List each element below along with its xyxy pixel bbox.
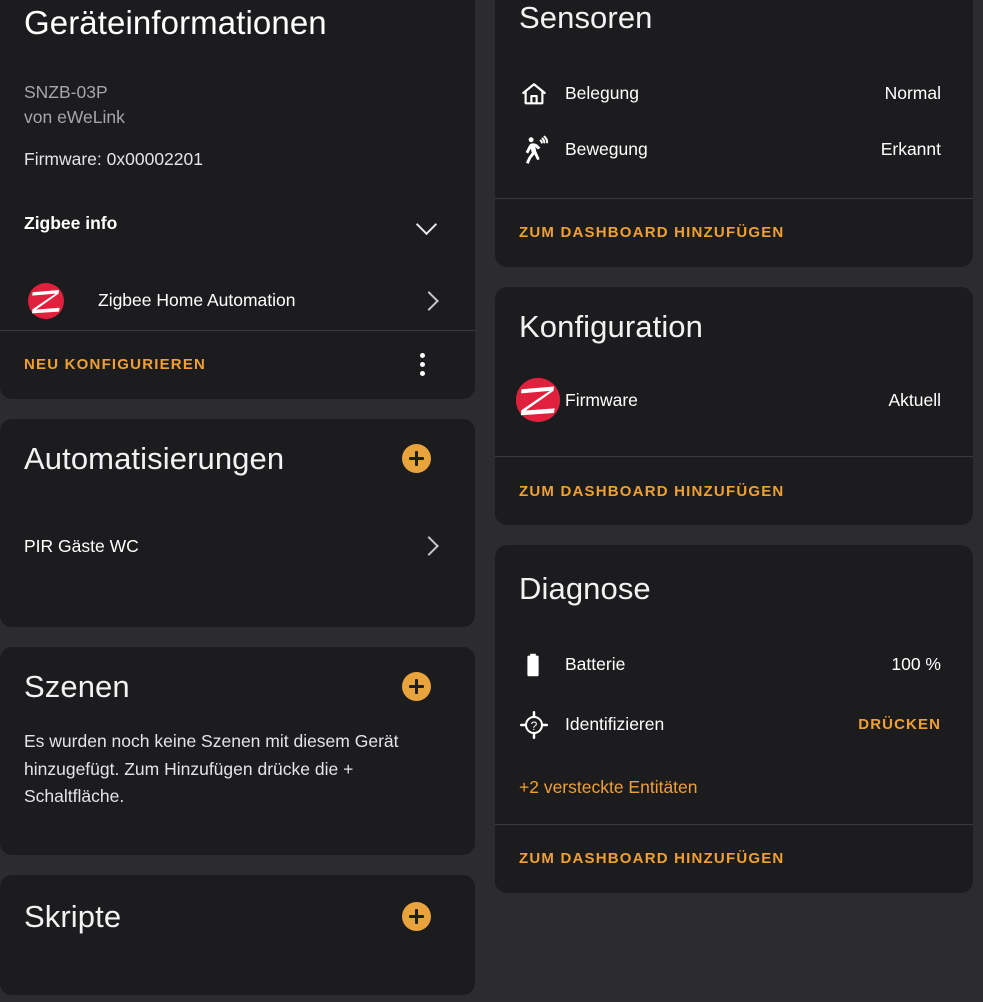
sensor-value: Normal [884, 83, 941, 104]
kebab-menu-icon[interactable] [405, 348, 439, 382]
divider [495, 197, 973, 199]
list-item-automation[interactable]: PIR Gäste WC [24, 524, 451, 568]
configuration-title: Konfiguration [519, 308, 703, 344]
chevron-down-icon [417, 213, 439, 235]
diagnostic-row-name: Batterie [565, 654, 626, 675]
hidden-entities-link[interactable]: +2 versteckte Entitäten [519, 776, 698, 797]
chevron-right-icon [419, 535, 441, 557]
chevron-right-icon [419, 290, 441, 312]
device-model-block: SNZB-03P von eWeLink [24, 80, 451, 130]
battery-icon [519, 651, 565, 679]
diagnostics-title: Diagnose [519, 571, 651, 607]
motion-walk-icon [519, 134, 565, 166]
crosshair-question-icon: ? [519, 710, 565, 740]
sensor-row-motion[interactable]: Bewegung Erkannt [519, 128, 949, 172]
zigbee-info-label: Zigbee info [24, 213, 118, 234]
configuration-row-firmware[interactable]: Firmware Aktuell [515, 369, 949, 431]
add-automation-button[interactable] [402, 443, 431, 473]
zigbee-logo-icon [515, 369, 565, 431]
zigbee-logo-icon [28, 282, 64, 319]
zigbee-info-expander[interactable]: Zigbee info [24, 202, 451, 246]
svg-text:?: ? [531, 719, 538, 733]
left-column: Geräteinformationen SNZB-03P von eWeLink… [0, 0, 475, 1002]
device-firmware: Firmware: 0x00002201 [24, 148, 203, 169]
page-title: Geräteinformationen [24, 4, 327, 41]
right-column: Sensoren Belegung Normal [495, 0, 973, 1002]
sensors-card-actions: ZUM DASHBOARD HINZUFÜGEN [495, 199, 973, 267]
scenes-empty-text: Es wurden noch keine Szenen mit diesem G… [24, 731, 399, 806]
add-scene-button[interactable] [402, 671, 431, 701]
scripts-header: Skripte [24, 875, 451, 935]
diagnostics-card-actions: ZUM DASHBOARD HINZUFÜGEN [495, 825, 973, 893]
scripts-card: Skripte [0, 874, 475, 995]
scripts-title: Skripte [24, 898, 122, 934]
add-to-dashboard-button[interactable]: ZUM DASHBOARD HINZUFÜGEN [519, 850, 785, 868]
device-card-actions: NEU KONFIGURIEREN [0, 331, 475, 399]
sensor-row-occupancy[interactable]: Belegung Normal [519, 72, 949, 116]
device-manufacturer: von eWeLink [24, 106, 125, 127]
sensors-card: Sensoren Belegung Normal [495, 0, 973, 267]
sensors-title: Sensoren [519, 0, 653, 35]
automation-name: PIR Gäste WC [24, 535, 139, 556]
device-info-card: Geräteinformationen SNZB-03P von eWeLink… [0, 0, 475, 399]
diagnostics-card: Diagnose Batterie 100 % [495, 545, 973, 893]
divider [0, 329, 475, 331]
integration-name: Zigbee Home Automation [98, 290, 296, 311]
scenes-title: Szenen [24, 668, 130, 704]
add-to-dashboard-button[interactable]: ZUM DASHBOARD HINZUFÜGEN [519, 482, 785, 500]
scenes-card: Szenen Es wurden noch keine Szenen mit d… [0, 646, 475, 855]
reconfigure-button[interactable]: NEU KONFIGURIEREN [24, 356, 207, 374]
automations-title: Automatisierungen [24, 440, 285, 476]
configuration-row-value: Aktuell [888, 389, 941, 410]
divider [495, 823, 973, 825]
diagnostic-row-name: Identifizieren [565, 714, 665, 735]
sensor-name: Bewegung [565, 139, 648, 160]
diagnostic-row-value: 100 % [891, 654, 941, 675]
automations-header: Automatisierungen [24, 419, 451, 477]
configuration-card-actions: ZUM DASHBOARD HINZUFÜGEN [495, 457, 973, 525]
diagnostic-row-identify[interactable]: ? Identifizieren DRÜCKEN [519, 703, 949, 747]
device-model: SNZB-03P [24, 81, 108, 102]
add-script-button[interactable] [402, 901, 431, 931]
diagnostic-row-battery[interactable]: Batterie 100 % [519, 643, 949, 687]
sensor-name: Belegung [565, 83, 639, 104]
sensor-value: Erkannt [880, 139, 941, 160]
configuration-card: Konfiguration Firmware Aktuell ZUM DASHB… [495, 286, 973, 526]
integration-row-zha[interactable]: Zigbee Home Automation [24, 272, 451, 330]
identify-press-button[interactable]: DRÜCKEN [858, 716, 941, 734]
home-icon [519, 79, 565, 109]
divider [495, 456, 973, 458]
configuration-row-name: Firmware [565, 389, 638, 410]
scenes-header: Szenen [24, 647, 451, 705]
automations-card: Automatisierungen PIR Gäste WC [0, 418, 475, 627]
add-to-dashboard-button[interactable]: ZUM DASHBOARD HINZUFÜGEN [519, 224, 785, 242]
